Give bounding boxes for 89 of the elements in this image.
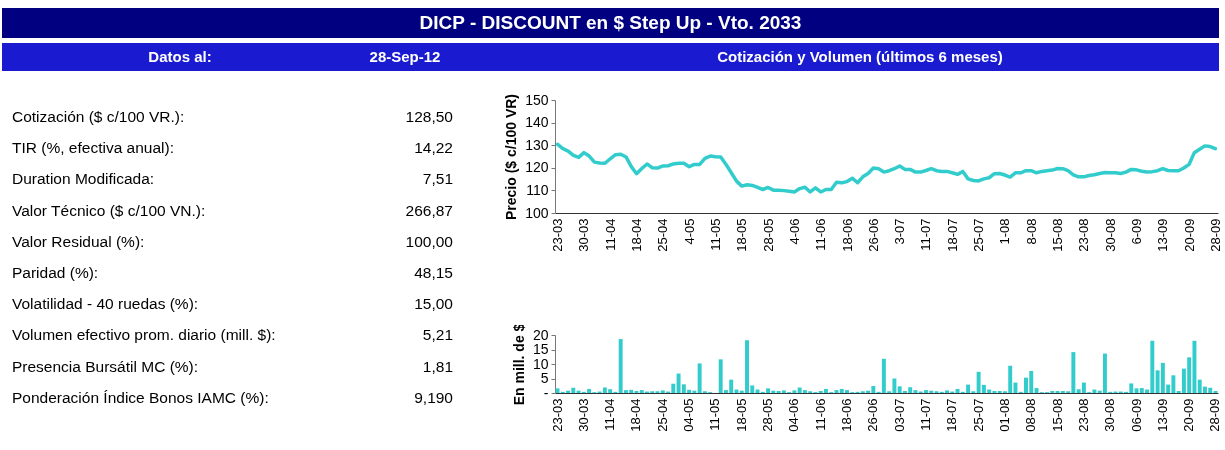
x-tick-label: 25-07: [971, 218, 987, 252]
x-tick-label: 11-06: [812, 398, 828, 431]
y-tick-label: 15: [532, 341, 549, 357]
text: TIR (%, efectiva anual):: [12, 139, 174, 158]
x-tick-label: 20-09: [1181, 218, 1197, 252]
x-tick-label: 03-07: [891, 398, 907, 432]
text: 7,51: [421, 170, 453, 189]
y-tick-label: 130: [525, 136, 549, 153]
x-tick-label: 18-04: [629, 218, 645, 252]
x-tick-label: 20-09: [1181, 398, 1197, 432]
x-tick-label: 3-07: [892, 218, 908, 245]
x-tick-label: 18-04: [628, 398, 644, 432]
x-tick-label: 13-09: [1154, 398, 1170, 432]
y-tick-label: 120: [525, 159, 549, 176]
x-tick-label: 26-06: [865, 218, 881, 252]
x-tick-label: 23-08: [1076, 218, 1092, 252]
y-tick-label: 20: [532, 326, 549, 343]
x-tick-label: 13-09: [1155, 218, 1171, 252]
x-tick-label: 30-03: [576, 218, 592, 252]
x-tick-label: 30-08: [1102, 218, 1118, 252]
x-tick-label: 1-08: [997, 218, 1013, 245]
y-tick-label: 10: [532, 355, 549, 372]
x-tick-label: 23-03: [549, 398, 565, 432]
chart-title: Cotización y Volumen (últimos 6 meses): [716, 47, 1004, 67]
x-tick-label: 30-03: [575, 398, 591, 432]
x-tick-label: 18-06: [839, 218, 855, 252]
x-tick-label: 11-07: [917, 398, 933, 431]
x-tick-label: 4-06: [786, 218, 802, 245]
text: Ponderación Índice Bonos IAMC (%):: [12, 388, 269, 407]
x-tick-label: 26-06: [865, 398, 881, 432]
x-tick-label: 11-06: [813, 218, 829, 251]
x-tick-label: 15-08: [1049, 398, 1065, 432]
x-tick-label: 25-07: [970, 398, 986, 432]
y-tick-label: 150: [525, 91, 549, 108]
x-tick-label: 04-05: [681, 398, 697, 432]
x-tick-label: 6-09: [1128, 218, 1144, 245]
x-tick-label: 18-05: [734, 218, 750, 252]
x-tick-label: 08-08: [1023, 398, 1039, 432]
text: DICP - DISCOUNT en $ Step Up - Vto. 2033: [2, 8, 1219, 38]
x-tick-label: 11-05: [707, 218, 723, 251]
x-tick-label: 01-08: [996, 398, 1012, 432]
x-tick-label: 18-05: [733, 398, 749, 432]
x-tick-label: 25-04: [655, 218, 671, 252]
y-axis-title: Precio ($ c/100 VR): [503, 93, 520, 221]
text: 9,190: [414, 388, 453, 406]
text: Datos al:: [147, 47, 213, 67]
text: 1,81: [421, 357, 453, 376]
x-tick-label: 28-09: [1207, 398, 1223, 432]
x-tick-label: 11-04: [602, 218, 618, 251]
text: 100,00: [404, 232, 453, 251]
text: 48,15: [413, 264, 453, 282]
text: Volatilidad - 40 ruedas (%):: [12, 295, 199, 314]
x-tick-label: 11-04: [602, 398, 618, 431]
text: 28-Sep-12: [368, 47, 442, 67]
x-tick-label: 18-07: [944, 218, 960, 252]
text: 15,00: [413, 295, 453, 314]
y-tick-label: 100: [525, 204, 549, 221]
text: 5,21: [422, 326, 453, 344]
text: Presencia Bursátil MC (%):: [12, 357, 199, 376]
line-series: [555, 142, 1218, 194]
text: 266,87: [404, 201, 453, 220]
x-tick-label: 25-04: [654, 398, 670, 432]
x-tick-label: 28-09: [1207, 218, 1223, 252]
x-tick-label: 11-05: [707, 398, 723, 431]
text: Cotización ($ c/100 VR.):: [12, 108, 185, 126]
y-tick-label: 5: [540, 370, 549, 386]
y-tick-label: 140: [525, 114, 549, 131]
text: 14,22: [413, 139, 453, 158]
x-tick-label: 18-07: [944, 398, 960, 432]
x-tick-label: 8-08: [1023, 218, 1039, 245]
x-tick-label: 28-05: [760, 398, 776, 432]
y-tick-label: 110: [526, 181, 549, 198]
x-tick-label: 06-09: [1128, 398, 1144, 432]
text: Duration Modificada:: [12, 170, 155, 189]
text: Valor Técnico ($ c/100 VN.):: [12, 201, 206, 220]
x-tick-label: 23-08: [1075, 398, 1091, 432]
text: Volumen efectivo prom. diario (mill. $):: [12, 326, 276, 345]
x-tick-label: 23-03: [550, 218, 566, 252]
x-tick-label: 4-05: [681, 218, 697, 245]
text: Valor Residual (%):: [12, 232, 145, 251]
x-tick-label: 18-06: [839, 398, 855, 432]
x-tick-label: 28-05: [760, 218, 776, 252]
text: Paridad (%):: [12, 264, 99, 282]
y-tick-label: -: [543, 384, 549, 401]
x-tick-label: 04-06: [786, 398, 802, 432]
x-tick-label: 15-08: [1050, 218, 1066, 252]
text: 128,50: [404, 108, 453, 126]
x-tick-label: 11-07: [918, 218, 934, 251]
x-tick-label: 30-08: [1102, 398, 1118, 432]
